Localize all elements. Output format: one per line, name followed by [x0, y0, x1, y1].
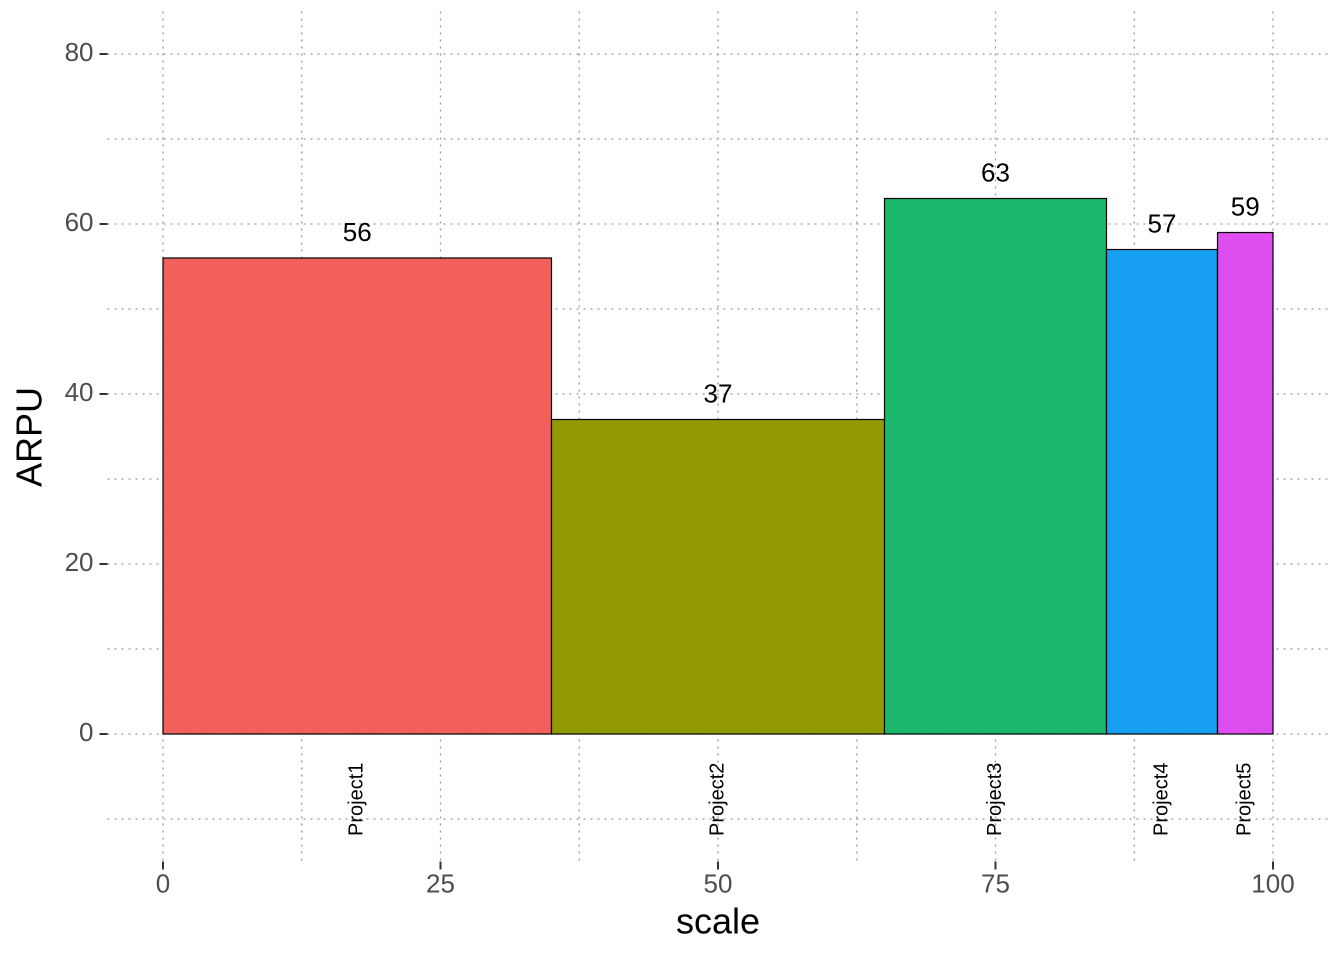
data-label: 37	[704, 378, 733, 408]
x-tick-label: 25	[426, 868, 455, 898]
category-label: Project5	[1234, 763, 1256, 836]
y-tick-label: 0	[79, 717, 93, 747]
bar	[162, 257, 553, 735]
category-label: Project2	[706, 763, 728, 836]
category-label: Project1	[346, 763, 368, 836]
category-label: Project3	[984, 763, 1006, 836]
y-tick-label: 60	[65, 207, 94, 237]
data-label: 57	[1148, 208, 1177, 238]
data-label: 59	[1231, 191, 1260, 221]
x-axis-title: scale	[676, 901, 760, 942]
y-tick-label: 40	[65, 377, 94, 407]
y-tick-label: 20	[65, 547, 94, 577]
bar	[550, 418, 886, 735]
y-tick-label: 80	[65, 37, 94, 67]
bar	[883, 197, 1108, 735]
x-tick-label: 100	[1251, 868, 1294, 898]
category-label: Project4	[1150, 763, 1172, 836]
x-tick-label: 50	[704, 868, 733, 898]
data-label: 56	[343, 217, 372, 247]
x-tick-label: 0	[156, 868, 170, 898]
y-axis-title: ARPU	[9, 387, 50, 487]
x-tick-label: 75	[981, 868, 1010, 898]
data-label: 63	[981, 157, 1010, 187]
bar	[1105, 248, 1219, 735]
bar	[1216, 231, 1274, 735]
